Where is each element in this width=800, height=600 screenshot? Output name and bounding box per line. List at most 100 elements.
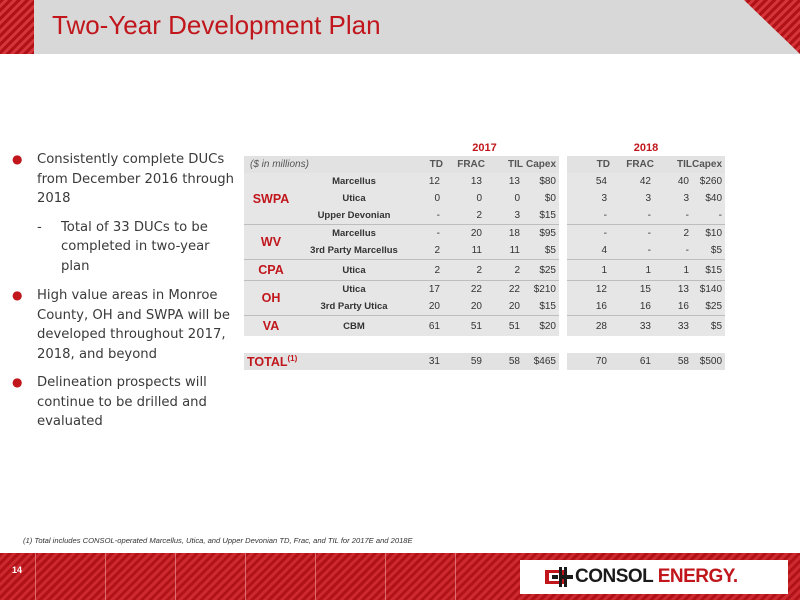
bullet-list: ● Consistently complete DUCs from Decemb…	[12, 150, 238, 441]
page-number: 14	[12, 565, 23, 575]
total-cell: 31	[410, 353, 443, 370]
value-cell: 13	[443, 173, 485, 190]
region-label-wv: WV	[244, 224, 298, 259]
table-row: CPA Utica 2 2 2 $25 1 1 1 $15	[244, 259, 726, 280]
value-cell: 16	[610, 298, 654, 315]
footer-divider	[245, 553, 246, 600]
value-cell: 0	[443, 190, 485, 207]
value-cell: -	[410, 207, 443, 224]
bullet-dot-icon: ●	[12, 152, 23, 166]
value-cell: $15	[523, 298, 559, 315]
bullet-item: ● High value areas in Monroe County, OH …	[12, 286, 238, 364]
col-header-til: TIL	[485, 156, 523, 173]
value-cell: 2	[443, 259, 485, 280]
region-label-va: VA	[244, 315, 298, 336]
footer-divider	[105, 553, 106, 600]
logo-word-energy: ENERGY	[657, 566, 734, 587]
play-label: 3rd Party Utica	[298, 298, 410, 315]
footer-divider	[315, 553, 316, 600]
col-header-frac: FRAC	[610, 156, 654, 173]
value-cell: -	[567, 224, 610, 242]
value-cell: -	[654, 207, 692, 224]
total-cell: 58	[485, 353, 523, 370]
table-row: 3rd Party Utica 20 20 20 $15 16 16 16 $2…	[244, 298, 726, 315]
value-cell: 16	[654, 298, 692, 315]
sub-bullet-text: Total of 33 DUCs to be completed in two-…	[61, 219, 210, 274]
footer-divider	[35, 553, 36, 600]
play-label: Marcellus	[298, 224, 410, 242]
value-cell: 2	[485, 259, 523, 280]
sub-bullet-dash: -	[37, 219, 42, 235]
value-cell: 3	[654, 190, 692, 207]
bullet-dot-icon: ●	[12, 375, 23, 389]
header-stripe-right	[744, 0, 800, 54]
development-plan-table: 2017 2018 ($ in millions) TD FRAC TIL Ca…	[244, 139, 726, 370]
sub-bullet-item: - Total of 33 DUCs to be completed in tw…	[12, 218, 238, 277]
value-cell: 1	[610, 259, 654, 280]
col-header-til: TIL	[654, 156, 692, 173]
bullet-item: ● Consistently complete DUCs from Decemb…	[12, 150, 238, 209]
value-cell: 33	[654, 315, 692, 336]
value-cell: 20	[410, 298, 443, 315]
value-cell: $25	[523, 259, 559, 280]
value-cell: 18	[485, 224, 523, 242]
value-cell: 3	[567, 190, 610, 207]
consol-logo-icon	[545, 567, 573, 587]
total-cell: 59	[443, 353, 485, 370]
value-cell: $95	[523, 224, 559, 242]
column-header-row: ($ in millions) TD FRAC TIL Capex TD FRA…	[244, 156, 726, 173]
play-label: Upper Devonian	[298, 207, 410, 224]
total-label-text: TOTAL	[247, 355, 288, 370]
bullet-text: Delineation prospects will continue to b…	[37, 375, 207, 429]
value-cell: $0	[523, 190, 559, 207]
total-cell: 70	[567, 353, 610, 370]
region-label-swpa: SWPA	[244, 173, 298, 224]
value-cell: 3	[610, 190, 654, 207]
value-cell: 20	[443, 298, 485, 315]
value-cell: -	[610, 224, 654, 242]
col-header-capex: Capex	[523, 156, 559, 173]
play-label: Utica	[298, 280, 410, 298]
value-cell: 16	[567, 298, 610, 315]
value-cell: 2	[410, 242, 443, 259]
total-row: TOTAL(1) 31 59 58 $465 70 61 58 $500	[244, 353, 726, 370]
table-row: 3rd Party Marcellus 2 11 11 $5 4 - - $5	[244, 242, 726, 259]
play-label: 3rd Party Marcellus	[298, 242, 410, 259]
value-cell: -	[654, 242, 692, 259]
value-cell: 3	[485, 207, 523, 224]
value-cell: 11	[443, 242, 485, 259]
logo-word-consol: CONSOL	[575, 566, 653, 587]
col-header-td: TD	[410, 156, 443, 173]
year-2017-header: 2017	[472, 141, 497, 154]
value-cell: 12	[410, 173, 443, 190]
value-cell: 13	[485, 173, 523, 190]
value-cell: $210	[523, 280, 559, 298]
value-cell: -	[610, 207, 654, 224]
value-cell: -	[567, 207, 610, 224]
value-cell: 13	[654, 280, 692, 298]
table-row: VA CBM 61 51 51 $20 28 33 33 $5	[244, 315, 726, 336]
value-cell: 40	[654, 173, 692, 190]
value-cell: $40	[692, 190, 726, 207]
table-row: SWPA Marcellus 12 13 13 $80 54 42 40 $26…	[244, 173, 726, 224]
value-cell: 2	[443, 207, 485, 224]
region-label-cpa: CPA	[244, 259, 298, 280]
total-label: TOTAL(1)	[244, 353, 410, 370]
value-cell: $260	[692, 173, 726, 190]
bullet-text: High value areas in Monroe County, OH an…	[37, 288, 231, 362]
value-cell: 33	[610, 315, 654, 336]
value-cell: $5	[692, 242, 726, 259]
year-2018-header: 2018	[633, 141, 659, 154]
total-cell: 58	[654, 353, 692, 370]
value-cell: $15	[523, 207, 559, 224]
page-title: Two-Year Development Plan	[52, 10, 381, 40]
value-cell: $5	[692, 315, 726, 336]
region-label-oh: OH	[244, 280, 298, 315]
value-cell: 28	[567, 315, 610, 336]
play-label: Utica	[298, 190, 410, 207]
logo-period: .	[732, 566, 738, 587]
value-cell: 61	[410, 315, 443, 336]
bullet-dot-icon: ●	[12, 288, 23, 302]
value-cell: $5	[523, 242, 559, 259]
value-cell: $140	[692, 280, 726, 298]
